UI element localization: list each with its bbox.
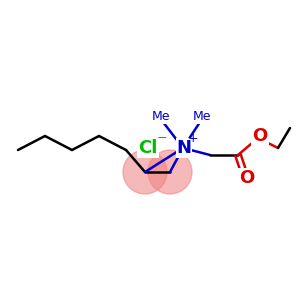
Text: O: O [252,127,268,145]
Text: O: O [239,169,255,187]
Text: −: − [157,131,167,145]
Text: +: + [188,131,198,145]
Text: Me: Me [193,110,211,124]
Circle shape [148,150,192,194]
Text: Cl: Cl [138,139,158,157]
Text: Me: Me [152,110,170,124]
Circle shape [123,150,167,194]
Text: N: N [176,139,191,157]
